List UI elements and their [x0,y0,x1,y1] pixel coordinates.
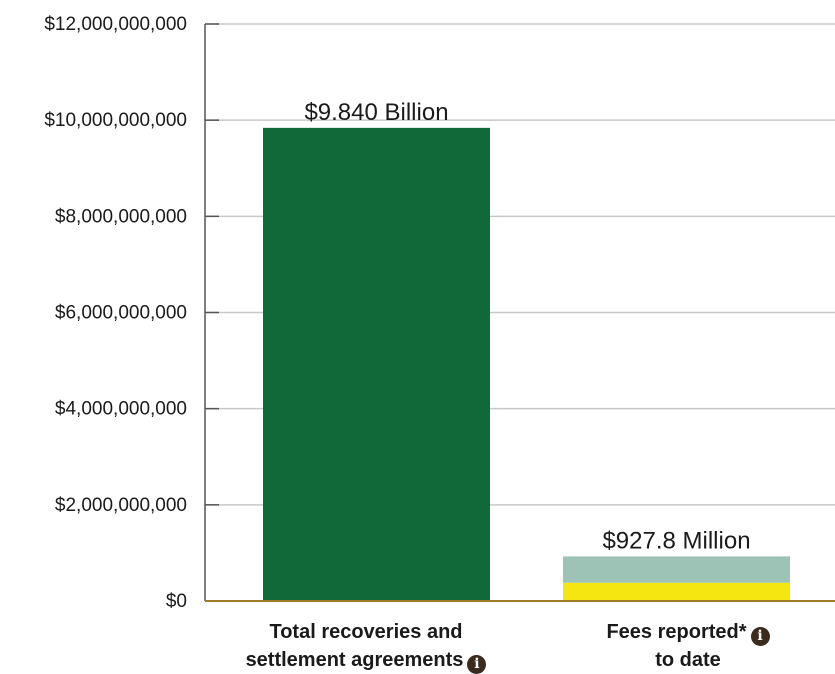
data-labels: $9.840 Billion $927.8 Million [304,99,750,555]
y-tick-label: $8,000,000,000 [55,206,187,227]
y-tick-label: $10,000,000,000 [44,110,187,131]
data-label: $927.8 Million [602,527,750,554]
category-label-line: settlement agreements [245,649,464,671]
data-label: $9.840 Billion [304,99,448,126]
info-icon[interactable]: i [467,655,487,674]
category-label-line: Fees reported* [606,621,747,643]
bar-segment [563,556,790,583]
y-tick-label: $2,000,000,000 [55,495,187,516]
bar-segment [563,582,790,601]
y-tick-label: $4,000,000,000 [55,399,187,420]
category-label-fees-reported: Fees reported* i to date [548,618,828,674]
category-label-line: to date [655,649,721,671]
bar-segment [263,127,490,602]
y-tick-label: $0 [166,591,187,612]
category-label-line: Total recoveries and [269,621,463,643]
y-tick-label: $12,000,000,000 [44,14,187,35]
info-icon[interactable]: i [750,627,770,646]
y-axis-tick-labels: $0 $2,000,000,000 $4,000,000,000 $6,000,000… [44,14,187,612]
y-tick-label: $6,000,000,000 [55,303,187,324]
category-label-total-recoveries: Total recoveries and settlement agreemen… [216,618,516,674]
bars [263,127,790,602]
